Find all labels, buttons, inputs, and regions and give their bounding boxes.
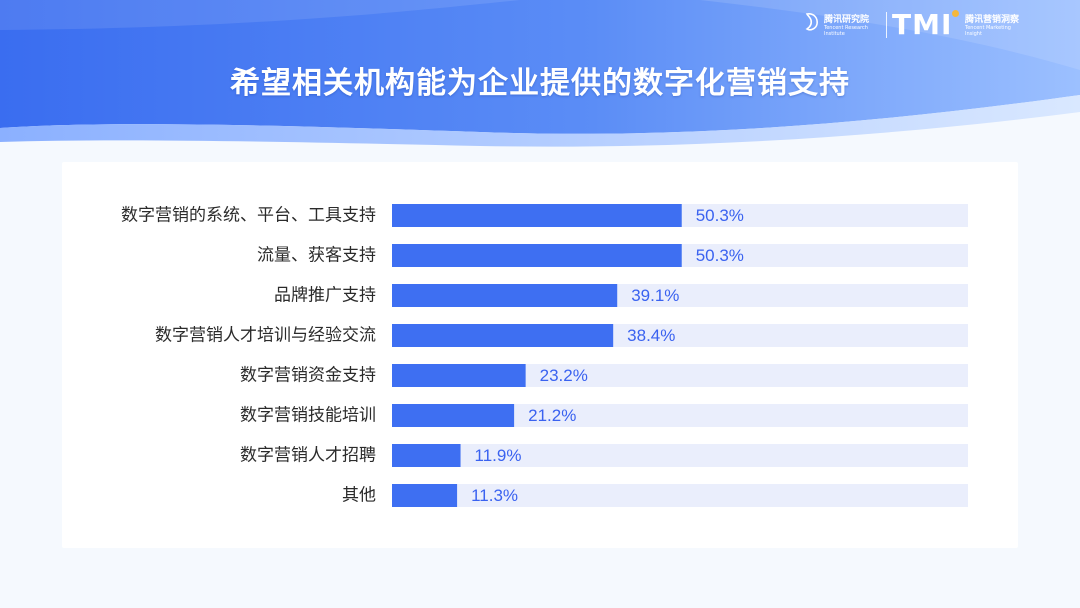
- bar: [392, 404, 515, 427]
- category-label: 数字营销技能培训: [240, 406, 376, 426]
- category-label: 数字营销人才培训与经验交流: [155, 326, 376, 346]
- bar: [392, 324, 614, 347]
- logo-right-cn: 腾讯营销洞察: [965, 15, 1020, 25]
- bar: [392, 204, 682, 227]
- bar: [392, 284, 618, 307]
- header-banner: [0, 0, 1080, 150]
- category-label: 品牌推广支持: [274, 286, 376, 306]
- bar-track: [392, 444, 968, 467]
- tencent-research-logo-icon: [805, 13, 818, 31]
- bar-track: [392, 484, 968, 507]
- value-label: 11.9%: [475, 446, 522, 465]
- bar: [392, 244, 682, 267]
- category-label: 数字营销人才招聘: [240, 446, 376, 466]
- category-label: 数字营销的系统、平台、工具支持: [121, 206, 376, 226]
- tmi-dot-icon: [952, 10, 959, 17]
- page-title: 希望相关机构能为企业提供的数字化营销支持: [230, 66, 850, 101]
- category-label: 数字营销资金支持: [240, 366, 376, 386]
- value-label: 11.3%: [471, 486, 518, 505]
- tmi-logo: TMI: [892, 8, 953, 41]
- bar: [392, 484, 458, 507]
- value-label: 39.1%: [631, 286, 679, 305]
- value-label: 23.2%: [540, 366, 588, 385]
- value-label: 50.3%: [696, 206, 744, 225]
- bar-track: [392, 364, 968, 387]
- category-label: 其他: [342, 486, 376, 506]
- logo-group: 腾讯研究院 Tencent Research Institute TMI 腾讯营…: [800, 8, 1040, 44]
- bar: [392, 364, 526, 387]
- logo-right-en: Tencent Marketing Insight: [965, 25, 1011, 37]
- logo-left-en: Tencent Research Institute: [824, 25, 868, 37]
- bar-chart: 数字营销的系统、平台、工具支持 50.3% 流量、获客支持 50.3% 品牌推广支持 39…: [121, 204, 968, 507]
- value-label: 21.2%: [528, 406, 576, 425]
- logo-divider: [886, 12, 887, 38]
- logo-left-cn: 腾讯研究院: [824, 15, 870, 25]
- bar: [392, 444, 461, 467]
- banner-background: [0, 0, 1080, 147]
- value-label: 38.4%: [627, 326, 675, 345]
- chart-panel: 数字营销的系统、平台、工具支持 50.3% 流量、获客支持 50.3% 品牌推广支持 39…: [62, 162, 1018, 548]
- bar-track: [392, 404, 968, 427]
- value-label: 50.3%: [696, 246, 744, 265]
- category-label: 流量、获客支持: [257, 246, 376, 266]
